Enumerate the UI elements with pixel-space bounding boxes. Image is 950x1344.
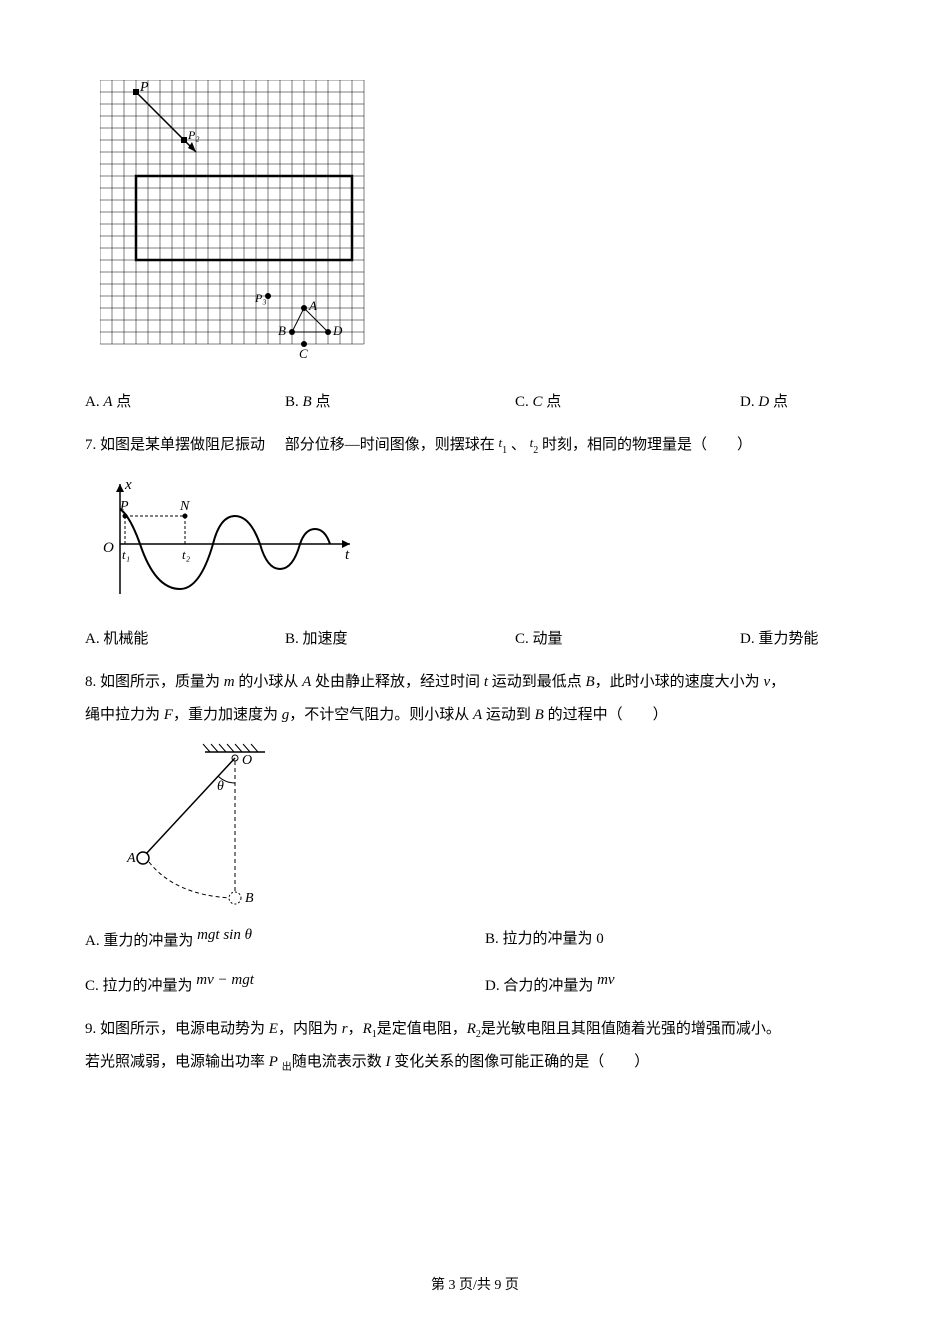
- q7-option-a: A. 机械能: [85, 627, 285, 648]
- svg-text:B: B: [278, 323, 286, 338]
- svg-text:t₂: t₂: [182, 547, 191, 562]
- svg-text:O: O: [242, 753, 252, 768]
- q6-option-a: A. A 点: [85, 390, 285, 411]
- svg-text:x: x: [124, 477, 132, 493]
- svg-text:P: P: [119, 499, 129, 514]
- q6-option-b: B. B 点: [285, 390, 515, 411]
- q8-options-row2: C. 拉力的冲量为 mv − mgt D. 合力的冲量为 mv: [85, 972, 865, 995]
- q7-options: A. 机械能 B. 加速度 C. 动量 D. 重力势能: [85, 627, 865, 648]
- q6-option-d: D. D 点: [740, 390, 865, 411]
- svg-text:A: A: [126, 851, 136, 866]
- svg-text:B: B: [245, 891, 254, 906]
- q7-wave-diagram: x t O P N t₁ t₂: [95, 474, 865, 609]
- q8-text: 8. 如图所示，质量为 m 的小球从 A 处由静止释放，经过时间 t 运动到最低…: [85, 666, 865, 732]
- q7-option-d: D. 重力势能: [740, 627, 865, 648]
- svg-text:C: C: [299, 346, 308, 360]
- q8-option-b: B. 拉力的冲量为 0: [485, 927, 865, 950]
- q8-option-c: C. 拉力的冲量为 mv − mgt: [85, 972, 485, 995]
- svg-text:N: N: [179, 499, 190, 514]
- q8-option-d: D. 合力的冲量为 mv: [485, 972, 865, 995]
- svg-text:O: O: [103, 540, 114, 556]
- svg-text:t: t: [345, 547, 350, 563]
- q7-option-b: B. 加速度: [285, 627, 515, 648]
- svg-text:P₃: P₃: [254, 291, 267, 305]
- q6-grid-diagram: P P₂ P₃ A B C D: [100, 80, 865, 365]
- q7-text: 7. 如图是某单摆做阻尼振动 部分位移—时间图像，则摆球在 t1 、 t2 时刻…: [85, 429, 865, 462]
- svg-text:P₂: P₂: [187, 128, 200, 142]
- page-footer: 第 3 页/共 9 页: [0, 1274, 950, 1294]
- q7-option-c: C. 动量: [515, 627, 740, 648]
- svg-text:θ: θ: [217, 779, 224, 794]
- svg-text:A: A: [308, 298, 317, 313]
- q6-option-c: C. C 点: [515, 390, 740, 411]
- svg-text:D: D: [332, 323, 343, 338]
- q8-option-a: A. 重力的冲量为 mgt sin θ: [85, 927, 485, 950]
- svg-text:P: P: [139, 80, 149, 95]
- q9-text: 9. 如图所示，电源电动势为 E，内阻为 r，R1是定值电阻，R2是光敏电阻且其…: [85, 1013, 865, 1079]
- q6-options: A. A 点 B. B 点 C. C 点 D. D 点: [85, 390, 865, 411]
- svg-text:t₁: t₁: [122, 547, 130, 562]
- q8-options-row1: A. 重力的冲量为 mgt sin θ B. 拉力的冲量为 0: [85, 927, 865, 950]
- q8-diagram: O A θ B: [125, 740, 865, 915]
